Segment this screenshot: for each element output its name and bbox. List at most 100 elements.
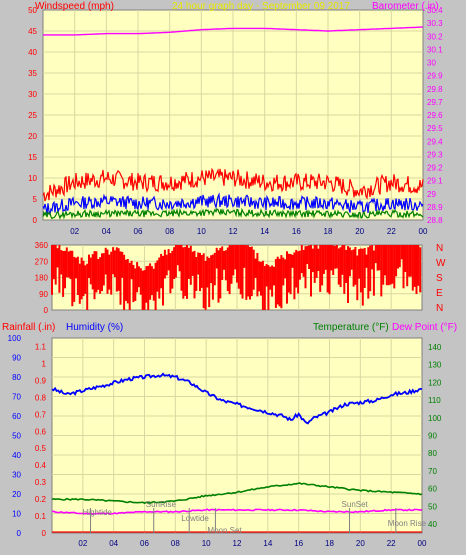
baro-tick-label: 28.8 (427, 216, 443, 225)
humidity-axis-title: Humidity (%) (66, 322, 123, 333)
rain-tick-label: 0.4 (35, 461, 47, 470)
baro-tick-label: 29.5 (427, 124, 443, 133)
series-humidity-line (51, 372, 423, 425)
baro-tick-label: 30.4 (427, 6, 443, 15)
wind-tick-label: 40 (28, 48, 37, 57)
direction-tick-label: 360 (35, 241, 49, 250)
series-barometer-line (43, 26, 423, 36)
baro-tick-label: 29.1 (427, 177, 443, 186)
compass-label: S (436, 273, 443, 284)
temperature-tick-label: 140 (428, 343, 442, 352)
x-tick-label: 18 (324, 227, 333, 236)
series-average-line (42, 207, 424, 220)
rain-tick-label: 0.3 (35, 478, 47, 487)
series-windspeed-line (42, 192, 424, 217)
direction-tick-label: 0 (44, 306, 49, 315)
humidity-tick-label: 70 (12, 393, 21, 402)
event-label: SunRise (146, 500, 177, 509)
temperature-tick-label: 110 (428, 396, 441, 405)
event-label: Lowtide (181, 514, 209, 523)
baro-tick-label: 29.2 (427, 164, 443, 173)
direction-tick-label: 270 (35, 257, 49, 266)
humidity-tick-label: 100 (8, 334, 22, 343)
baro-axis-title: Barometer (.in) (372, 1, 439, 12)
wind-tick-label: 15 (28, 153, 37, 162)
wind-tick-label: 30 (28, 90, 37, 99)
x-tick-label: 12 (229, 227, 238, 236)
wind-axis-title: Windspeed (mph) (35, 1, 114, 12)
event-label: Moon Rise (388, 519, 427, 528)
x-tick-label: 14 (260, 227, 269, 236)
baro-tick-label: 29 (427, 190, 436, 199)
humidity-tick-label: 80 (12, 373, 21, 382)
wind-tick-label: 20 (28, 132, 37, 141)
baro-tick-label: 28.9 (427, 203, 443, 212)
compass-label: N (436, 243, 443, 254)
chart-title: 24 hour graph day - September 09 2017 (172, 1, 350, 12)
rainfall-axis-title: Rainfall (.in) (2, 322, 55, 333)
event-label: Moon Set (207, 526, 242, 535)
wind-tick-label: 35 (28, 69, 37, 78)
baro-tick-label: 29.9 (427, 72, 443, 81)
rain-tick-label: 0.2 (35, 495, 47, 504)
x-tick-label: 12 (233, 539, 242, 548)
rain-tick-label: 0.5 (35, 444, 47, 453)
x-tick-label: 16 (294, 539, 303, 548)
compass-label: W (436, 258, 446, 269)
x-tick-label: 06 (134, 227, 143, 236)
rain-tick-label: 0.6 (35, 427, 47, 436)
baro-tick-label: 29.3 (427, 150, 443, 159)
event-label: SunSet (342, 500, 369, 509)
x-tick-label: 14 (263, 539, 272, 548)
temperature-tick-label: 90 (428, 432, 437, 441)
x-tick-label: 06 (140, 539, 149, 548)
x-tick-label: 22 (387, 539, 396, 548)
temperature-axis-title: Temperature (°F) (313, 322, 389, 333)
x-tick-label: 22 (387, 227, 396, 236)
rain-tick-label: 1.1 (35, 342, 47, 351)
humidity-tick-label: 0 (17, 529, 22, 538)
compass-label: N (436, 303, 443, 314)
rain-tick-label: 0.9 (35, 376, 47, 385)
x-tick-label: 00 (418, 539, 427, 548)
rain-tick-label: 0.7 (35, 410, 47, 419)
x-tick-label: 02 (70, 227, 79, 236)
x-tick-label: 20 (355, 227, 364, 236)
temperature-tick-label: 50 (428, 502, 437, 511)
humidity-tick-label: 20 (12, 490, 21, 499)
series-dewpoint-line (51, 508, 423, 515)
x-tick-label: 18 (325, 539, 334, 548)
x-tick-label: 08 (165, 227, 174, 236)
baro-tick-label: 29.8 (427, 85, 443, 94)
compass-label: E (436, 288, 443, 299)
x-tick-label: 04 (102, 227, 111, 236)
direction-tick-label: 180 (35, 274, 49, 283)
x-tick-label: 10 (197, 227, 206, 236)
dewpoint-axis-title: Dew Point (°F) (392, 322, 457, 333)
wind-tick-label: 10 (28, 174, 37, 183)
humidity-tick-label: 10 (12, 510, 21, 519)
baro-tick-label: 29.6 (427, 111, 443, 120)
event-label: Hightide (83, 508, 113, 517)
x-tick-label: 02 (78, 539, 87, 548)
baro-tick-label: 30.2 (427, 32, 443, 41)
temperature-tick-label: 120 (428, 378, 442, 387)
wind-tick-label: 45 (28, 27, 37, 36)
x-tick-label: 00 (419, 227, 428, 236)
temperature-tick-label: 100 (428, 414, 442, 423)
temperature-tick-label: 40 (428, 520, 437, 529)
x-tick-label: 16 (292, 227, 301, 236)
rain-tick-label: 0.8 (35, 393, 47, 402)
wind-tick-label: 50 (28, 6, 37, 15)
humidity-tick-label: 60 (12, 412, 21, 421)
baro-tick-label: 29.4 (427, 137, 443, 146)
wind-tick-label: 5 (33, 195, 38, 204)
humidity-tick-label: 40 (12, 451, 21, 460)
temperature-tick-label: 70 (428, 467, 437, 476)
baro-tick-label: 29.7 (427, 98, 443, 107)
baro-tick-label: 30.1 (427, 45, 443, 54)
temperature-tick-label: 80 (428, 449, 437, 458)
x-tick-label: 10 (202, 539, 211, 548)
